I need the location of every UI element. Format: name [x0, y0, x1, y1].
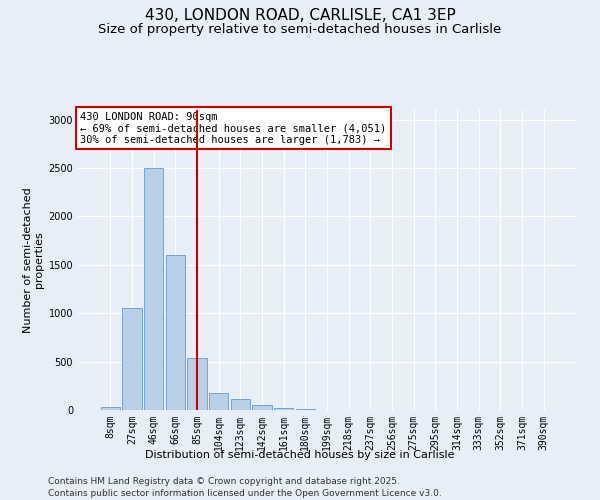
- Bar: [252, 404, 272, 410]
- Text: 430, LONDON ROAD, CARLISLE, CA1 3EP: 430, LONDON ROAD, CARLISLE, CA1 3EP: [145, 8, 455, 22]
- Bar: [209, 393, 229, 410]
- Text: Contains HM Land Registry data © Crown copyright and database right 2025.: Contains HM Land Registry data © Crown c…: [48, 478, 400, 486]
- Bar: [166, 255, 185, 410]
- Text: 430 LONDON ROAD: 90sqm
← 69% of semi-detached houses are smaller (4,051)
30% of : 430 LONDON ROAD: 90sqm ← 69% of semi-det…: [80, 112, 387, 144]
- Bar: [296, 409, 315, 410]
- Bar: [122, 308, 142, 410]
- Bar: [101, 407, 120, 410]
- Bar: [230, 400, 250, 410]
- Y-axis label: Number of semi-detached
properties: Number of semi-detached properties: [23, 187, 44, 333]
- Text: Size of property relative to semi-detached houses in Carlisle: Size of property relative to semi-detach…: [98, 22, 502, 36]
- Bar: [187, 358, 207, 410]
- Text: Distribution of semi-detached houses by size in Carlisle: Distribution of semi-detached houses by …: [145, 450, 455, 460]
- Bar: [274, 408, 293, 410]
- Bar: [144, 168, 163, 410]
- Text: Contains public sector information licensed under the Open Government Licence v3: Contains public sector information licen…: [48, 489, 442, 498]
